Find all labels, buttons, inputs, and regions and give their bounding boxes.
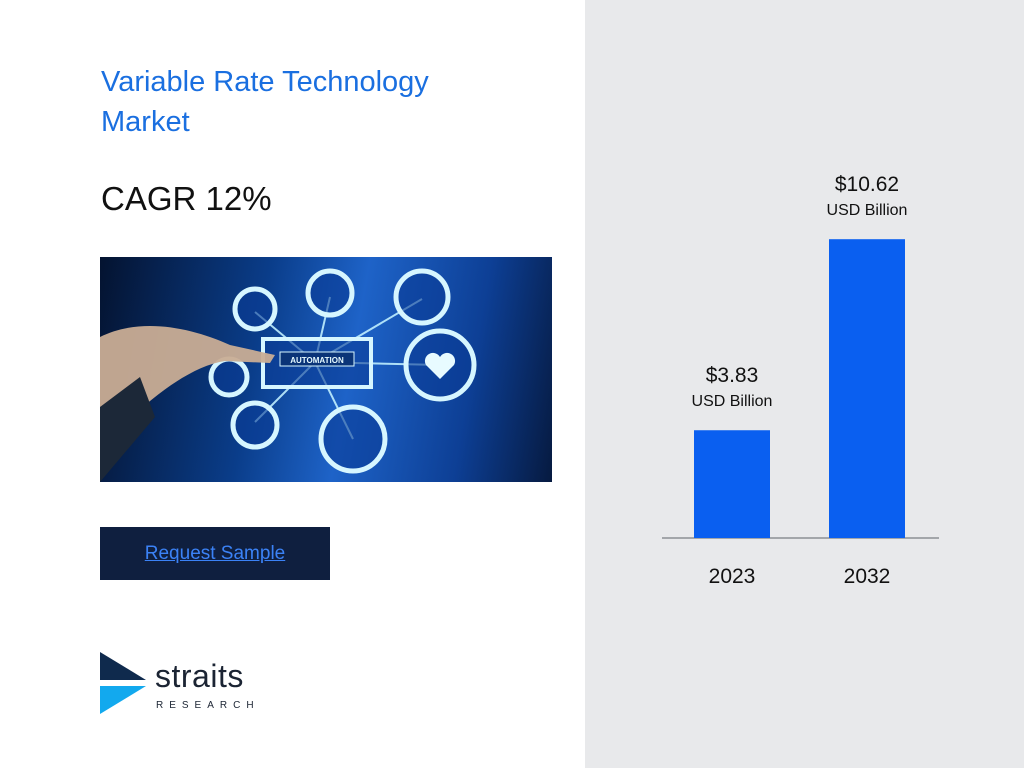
category-label-2023: 2023	[709, 565, 756, 588]
page-title: Variable Rate Technology Market	[101, 66, 429, 138]
bar-2032	[829, 239, 905, 538]
automation-label: AUTOMATION	[290, 356, 344, 365]
chart-panel	[585, 0, 1024, 768]
sleeve-shape	[100, 377, 155, 482]
heart-icon	[424, 352, 456, 379]
market-bar-chart: $3.83 USD Billion 2023 $10.62 USD Billion 203…	[662, 173, 939, 588]
bar-2023	[694, 430, 770, 538]
unit-label-2032: USD Billion	[827, 202, 908, 219]
category-label-2032: 2032	[844, 565, 891, 588]
unit-label-2023: USD Billion	[692, 393, 773, 410]
logo-wordmark: straits	[155, 658, 244, 694]
value-label-2032: $10.62	[835, 173, 899, 196]
hero-image: AUTOMATION	[100, 257, 552, 482]
automation-box: AUTOMATION	[261, 337, 373, 389]
cagr-text: CAGR 12%	[101, 180, 272, 217]
request-sample-button[interactable]: Request Sample	[100, 527, 330, 580]
automation-illustration: AUTOMATION	[100, 268, 477, 482]
logo-mark-icon	[100, 652, 146, 714]
request-sample-link[interactable]: Request Sample	[144, 542, 286, 564]
straits-logo: straits RESEARCH	[100, 652, 260, 716]
circuit-icons	[208, 268, 477, 474]
value-label-2023: $3.83	[706, 364, 759, 387]
hand-shape	[100, 325, 275, 447]
logo-subtitle: RESEARCH	[156, 700, 260, 711]
